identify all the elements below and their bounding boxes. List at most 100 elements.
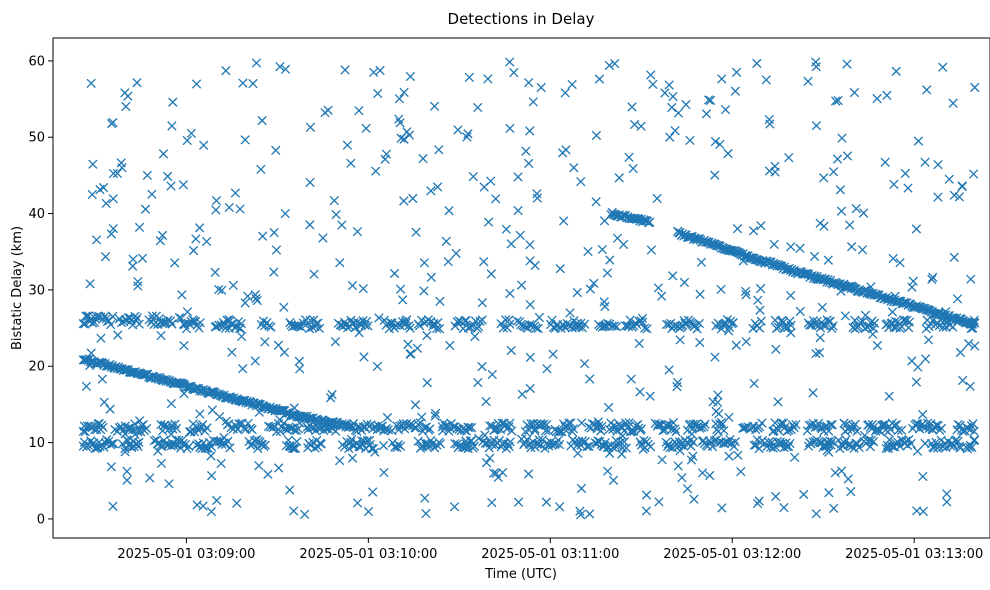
y-axis-label: Bistatic Delay (km) [10, 226, 25, 350]
data-point [554, 439, 565, 450]
data-point [891, 419, 902, 430]
data-point [107, 439, 117, 449]
data-point [470, 331, 480, 342]
data-point [164, 479, 174, 489]
data-point [399, 134, 409, 144]
data-point [506, 426, 517, 436]
data-point [922, 418, 933, 428]
data-point [185, 427, 195, 437]
data-point [405, 323, 415, 333]
data-point [850, 315, 860, 325]
data-point [695, 289, 705, 299]
data-point [462, 132, 472, 142]
data-point [195, 318, 205, 328]
data-point [367, 443, 377, 454]
data-point [177, 290, 187, 300]
data-point [602, 268, 613, 278]
data-point [280, 64, 291, 74]
data-point [825, 436, 835, 446]
y-tick-label: 0 [37, 512, 45, 527]
data-point [188, 245, 199, 256]
data-point [116, 158, 126, 168]
data-point [761, 75, 771, 85]
data-point [359, 352, 369, 362]
data-point [134, 437, 144, 448]
data-point [689, 494, 699, 504]
y-tick-label: 20 [28, 360, 45, 375]
data-point [554, 502, 565, 512]
data-point [569, 163, 579, 173]
data-point [895, 258, 905, 268]
data-point [81, 381, 92, 392]
data-point [966, 274, 976, 284]
data-point [948, 98, 958, 108]
data-point [422, 378, 432, 388]
data-point [342, 140, 353, 150]
data-point [646, 70, 656, 80]
data-point [764, 437, 774, 447]
data-point [699, 422, 709, 432]
data-point [408, 193, 418, 204]
data-point [246, 397, 256, 407]
data-point [558, 216, 569, 226]
data-point [572, 287, 582, 298]
data-point [325, 393, 336, 403]
data-point [178, 180, 189, 190]
data-point [626, 374, 636, 384]
data-point [903, 183, 913, 193]
data-point [374, 313, 384, 323]
data-point [174, 313, 185, 323]
data-point [912, 506, 922, 516]
data-point [358, 283, 369, 294]
data-point [850, 419, 860, 429]
data-point [688, 419, 698, 429]
data-point [531, 323, 541, 333]
data-point [728, 318, 738, 328]
data-point [645, 442, 656, 452]
data-point [922, 85, 932, 95]
data-point [830, 96, 841, 106]
data-point [171, 423, 182, 434]
data-point [911, 377, 922, 387]
data-point [573, 448, 583, 459]
y-tick-label: 50 [28, 131, 45, 146]
data-point [864, 321, 874, 331]
data-point [433, 182, 443, 192]
data-point [900, 315, 910, 325]
data-point [918, 409, 928, 420]
data-point [634, 338, 644, 349]
data-point [681, 99, 691, 110]
data-point [754, 421, 765, 432]
data-point [530, 426, 540, 436]
data-point [652, 193, 662, 204]
data-point [795, 306, 805, 317]
data-point [710, 136, 721, 147]
data-point [288, 443, 298, 453]
data-point [818, 320, 829, 331]
data-point [664, 365, 674, 375]
data-point [464, 72, 474, 83]
data-point [621, 443, 631, 453]
data-point [913, 136, 924, 146]
data-point [430, 411, 440, 421]
data-point [609, 321, 620, 331]
data-point [206, 471, 217, 481]
data-point [908, 276, 918, 286]
data-point [882, 90, 892, 100]
data-point [840, 311, 850, 321]
data-point [435, 439, 446, 449]
data-point [872, 340, 883, 351]
data-point [238, 364, 248, 374]
data-point [434, 145, 444, 155]
data-point [179, 340, 189, 351]
data-point [182, 135, 192, 146]
data-point [515, 230, 525, 241]
data-point [567, 427, 577, 437]
data-point [695, 337, 705, 348]
data-point [78, 318, 88, 329]
data-point [841, 435, 851, 445]
data-point [399, 87, 409, 98]
data-point [243, 418, 253, 429]
data-point [122, 466, 132, 477]
data-point [236, 318, 246, 329]
